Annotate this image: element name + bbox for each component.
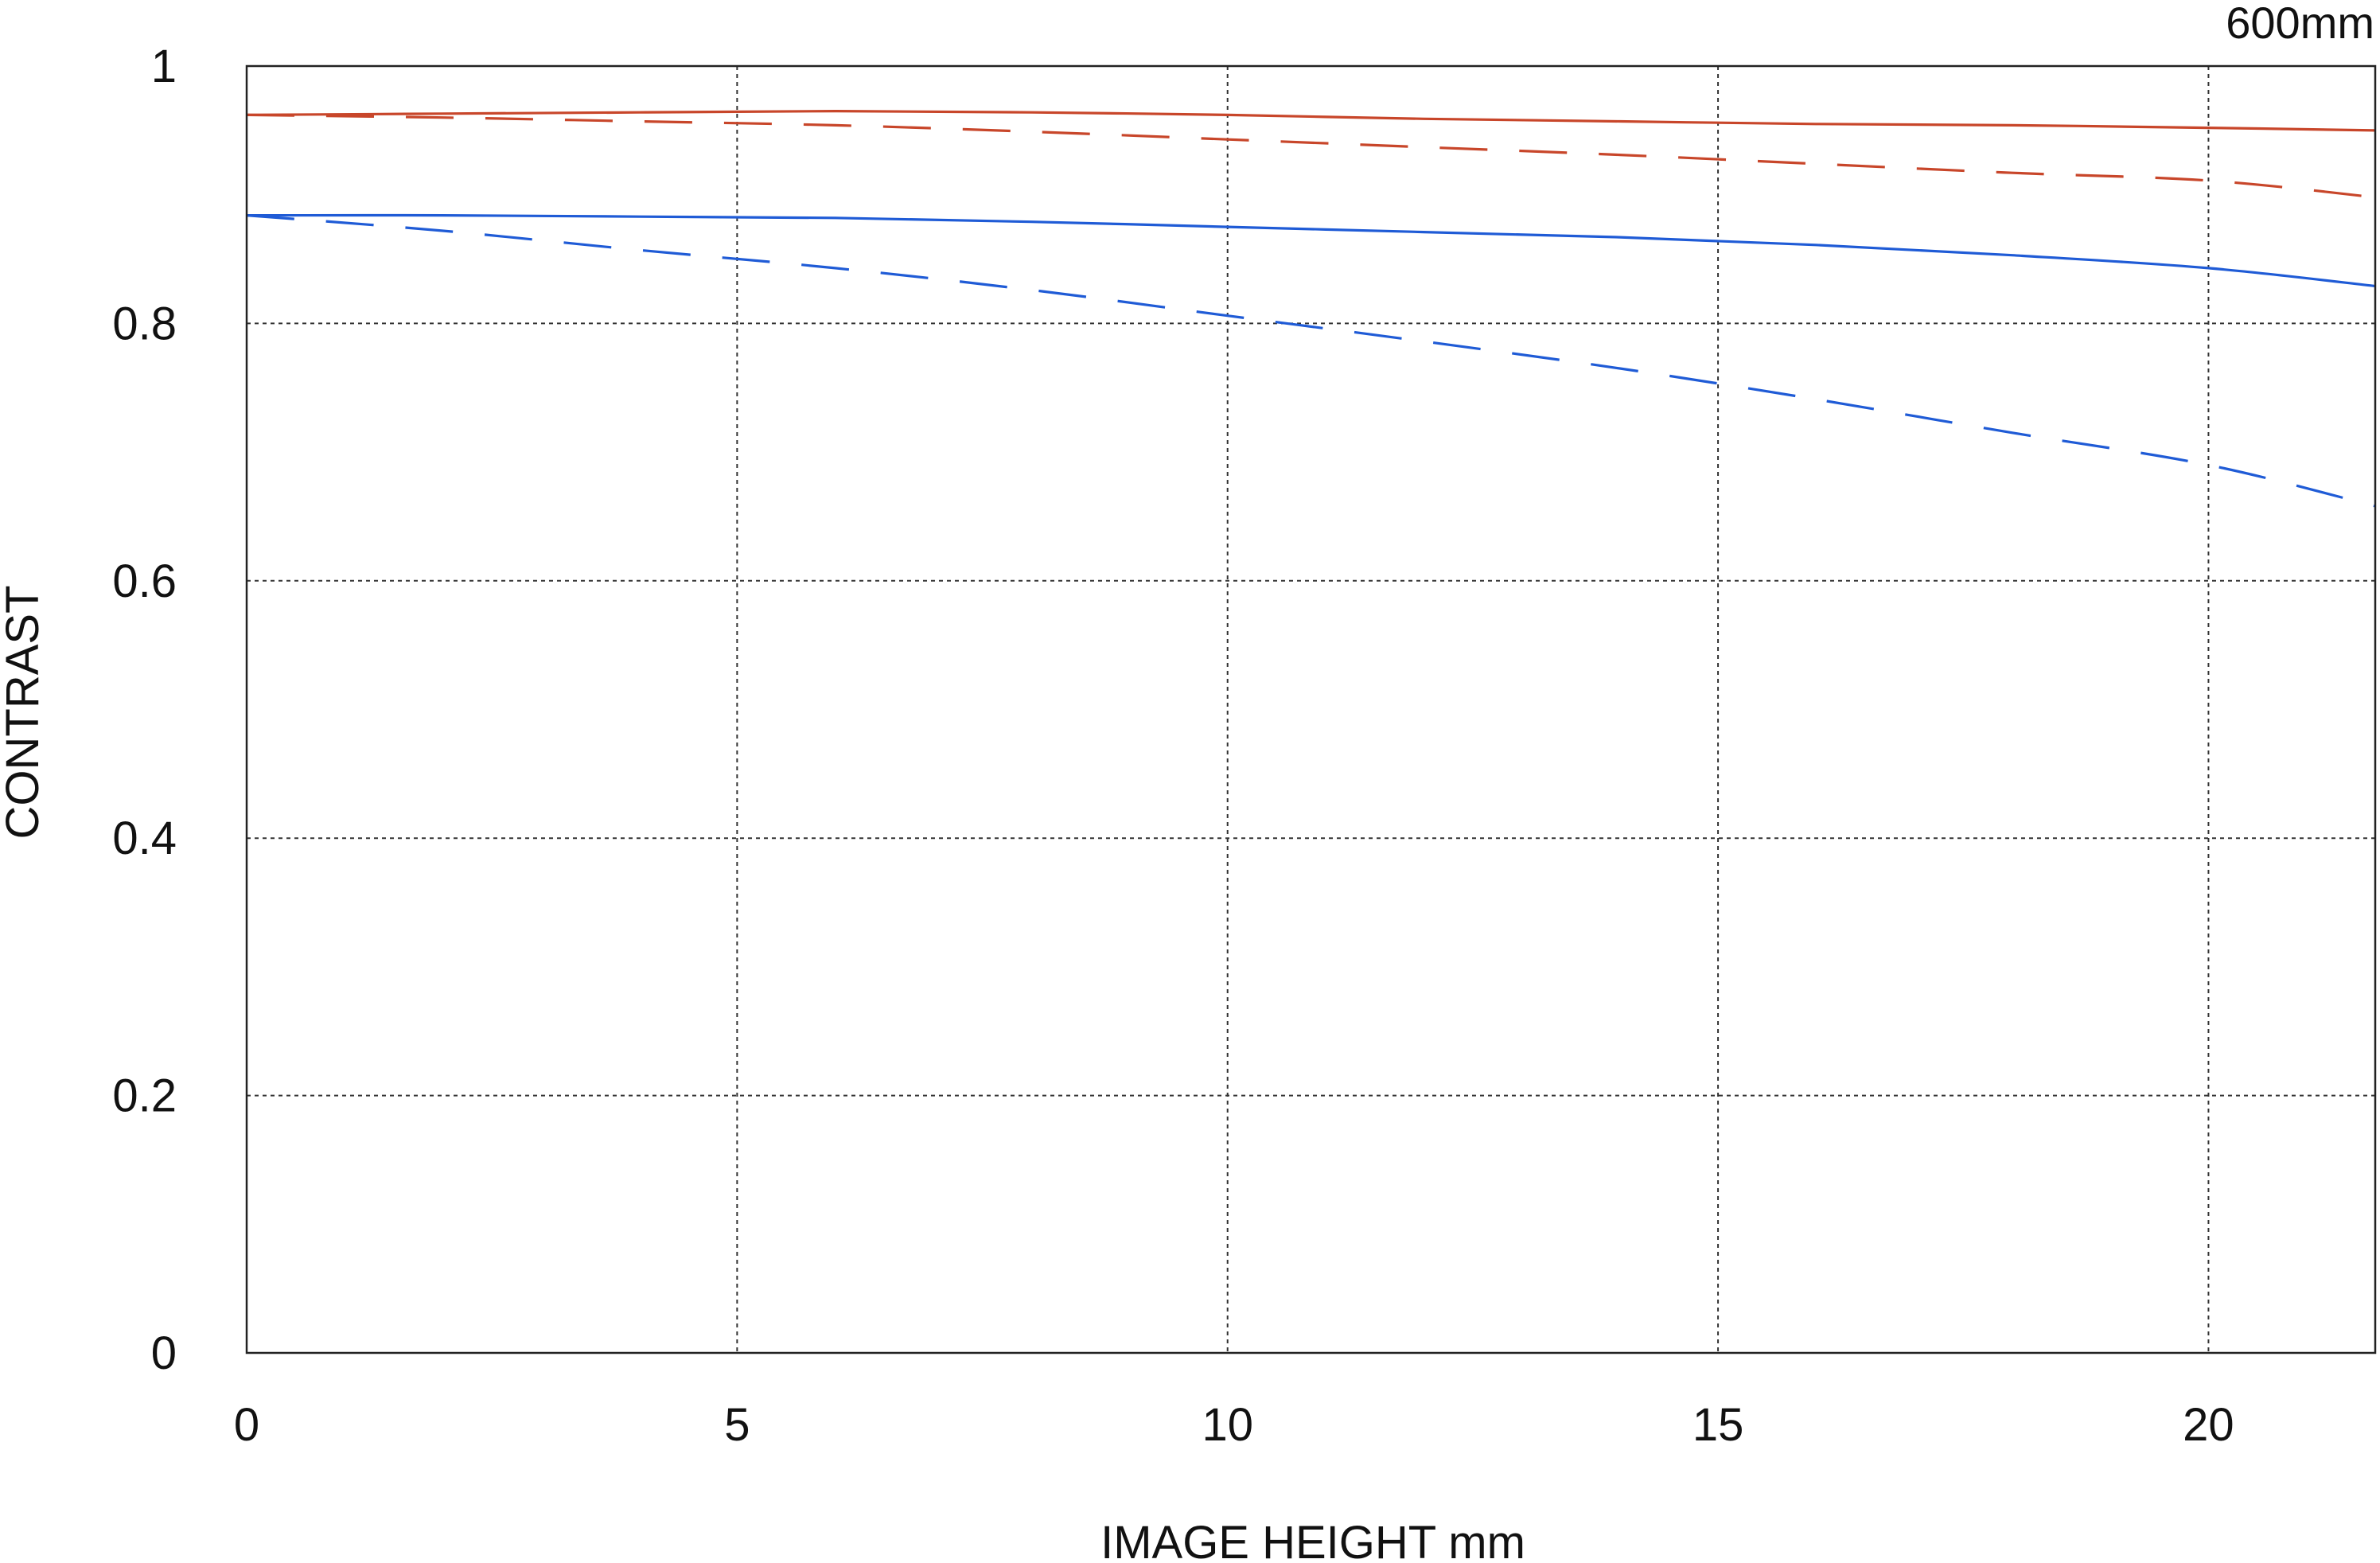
x-tick-label: 0 xyxy=(234,1399,259,1451)
series-line-1-solid xyxy=(246,110,2376,132)
x-tick-label: 5 xyxy=(724,1399,750,1451)
y-tick-label: 0.8 xyxy=(112,298,177,349)
y-tick-label: 0 xyxy=(151,1327,177,1379)
x-tick-labels: 0 5 10 15 20 xyxy=(234,1399,2234,1451)
grid-lines xyxy=(247,66,2375,1353)
x-tick-label: 20 xyxy=(2183,1399,2234,1451)
focal-length-label: 600mm xyxy=(2226,0,2374,48)
x-axis-title: IMAGE HEIGHT mm xyxy=(1100,1517,1525,1563)
y-tick-label: 1 xyxy=(151,41,177,92)
x-tick-label: 15 xyxy=(1692,1399,1744,1451)
y-tick-labels: 0 0.2 0.4 0.6 0.8 1 xyxy=(112,41,177,1379)
series-line-3-solid xyxy=(246,213,2376,288)
series-lines xyxy=(246,110,2376,508)
y-tick-label: 0.4 xyxy=(112,813,177,864)
series-line-4-dashed xyxy=(246,214,2376,508)
x-tick-label: 10 xyxy=(1202,1399,1253,1451)
y-tick-label: 0.6 xyxy=(112,555,177,607)
series-line-2-dashed xyxy=(246,113,2376,199)
y-tick-label: 0.2 xyxy=(112,1070,177,1122)
plot-frame xyxy=(245,64,2377,1354)
y-axis-title: CONTRAST xyxy=(0,586,49,840)
